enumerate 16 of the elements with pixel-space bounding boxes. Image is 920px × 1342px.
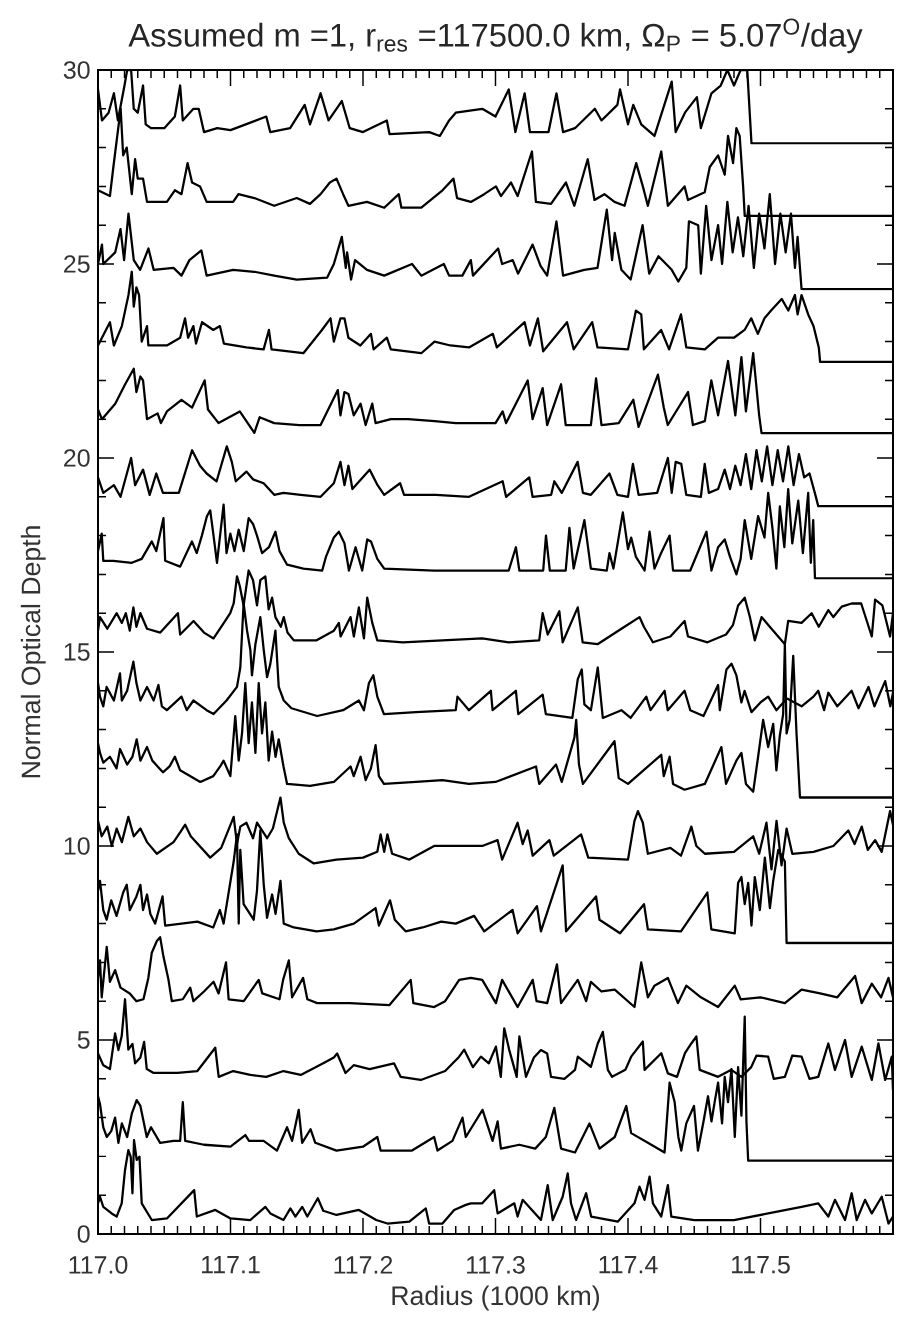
y-tick-label: 25 [64,255,90,273]
x-tick-label: 117.3 [467,1256,525,1274]
x-tick-label: 117.2 [334,1256,393,1274]
y-tick-label: 5 [77,1031,90,1049]
chart-title: Assumed m =1, r$_{res}$ =117500.0 km, Ω$_{P}$ = 5.07$^{O}$/day [128,18,863,54]
y-axis-title: Normal Optical Depth [20,526,46,778]
y-tick-label: 0 [77,1225,90,1243]
x-axis-title: Radius (1000 km) [392,1285,600,1311]
x-tick-label: 117.1 [202,1256,260,1274]
y-tick-label: 20 [64,449,90,467]
y-tick-label: 10 [64,837,90,855]
y-tick-label: 15 [64,643,90,661]
y-tick-label: 30 [63,61,90,79]
x-tick-label: 117.0 [69,1256,128,1274]
x-tick-label: 117.5 [732,1256,790,1274]
x-tick-label: 117.4 [599,1256,658,1274]
